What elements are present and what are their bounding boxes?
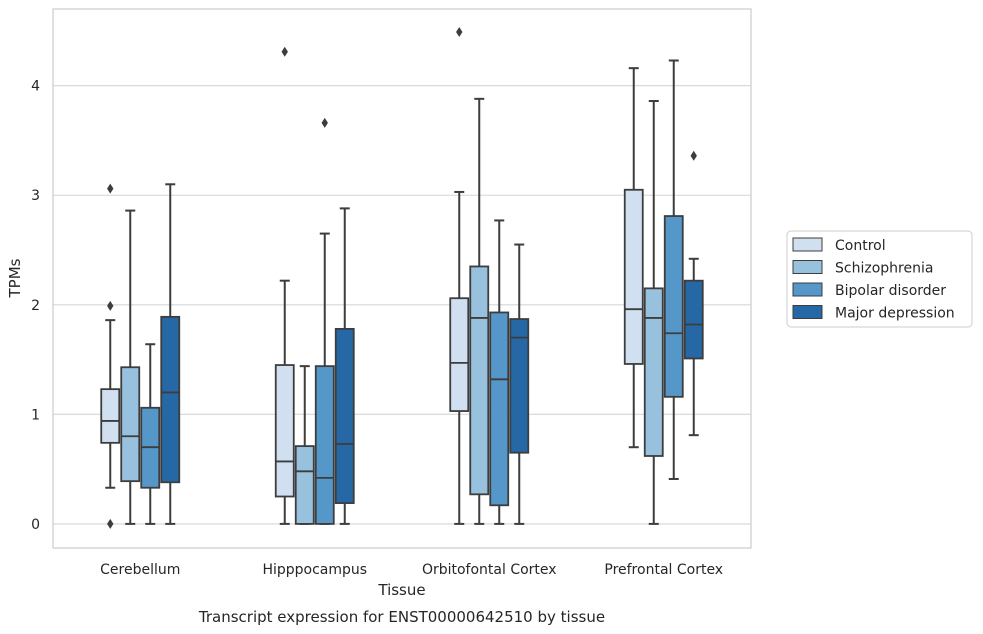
box-body	[314, 365, 335, 525]
outlier-point	[281, 46, 288, 57]
legend-swatch	[792, 305, 823, 319]
box	[509, 243, 530, 525]
box	[294, 365, 315, 525]
box	[663, 59, 684, 480]
outlier-point	[107, 518, 114, 529]
box-body	[334, 327, 355, 504]
box-body	[274, 364, 295, 498]
x-tick-label: Orbitofontal Cortex	[422, 562, 557, 578]
x-tick-label: Hipppocampus	[262, 562, 367, 578]
y-tick-label: 3	[31, 188, 40, 204]
box-body	[509, 318, 530, 454]
box-body	[663, 215, 684, 398]
box-body	[160, 315, 181, 484]
box-body	[294, 445, 315, 525]
x-axis-ticks: Cerebellum Hipppocampus Orbitofontal Corte…	[100, 562, 723, 578]
box	[683, 150, 704, 437]
legend-label: Major depression	[835, 306, 955, 322]
y-tick-label: 4	[31, 79, 40, 95]
box	[120, 209, 141, 525]
x-tick-label: Cerebellum	[100, 562, 180, 578]
box-body	[643, 287, 664, 457]
box	[160, 183, 181, 525]
box	[643, 100, 664, 525]
legend: Control Schizophrenia Bipolar disorder Majo…	[786, 230, 973, 328]
box	[623, 67, 644, 449]
box-body	[489, 311, 510, 507]
box	[100, 183, 121, 529]
outlier-point	[321, 117, 328, 128]
box	[469, 97, 490, 525]
box	[140, 343, 161, 525]
legend-label: Bipolar disorder	[835, 283, 946, 299]
legend-swatch	[792, 260, 823, 274]
box-body	[120, 366, 141, 483]
box-body	[100, 388, 121, 444]
legend-label: Schizophrenia	[835, 261, 933, 277]
chart-caption: Transcript expression for ENST0000064251…	[198, 608, 605, 626]
outlier-point	[107, 300, 114, 311]
box	[489, 219, 510, 525]
legend-swatch	[792, 237, 823, 252]
outlier-point	[456, 27, 463, 38]
outlier-point	[690, 150, 697, 161]
box	[334, 207, 355, 525]
box	[314, 117, 335, 525]
y-axis-ticks: 0 1 2 3 4	[31, 79, 40, 533]
y-axis-label: TPMs	[6, 258, 24, 298]
x-tick-label: Prefrontal Cortex	[604, 562, 723, 578]
y-tick-label: 1	[31, 407, 40, 423]
box-body	[449, 297, 470, 412]
box	[274, 46, 295, 525]
legend-frame	[786, 230, 973, 328]
y-tick-label: 2	[31, 298, 40, 314]
y-tick-label: 0	[31, 517, 40, 533]
x-axis-label: Tissue	[377, 581, 425, 599]
box-body	[469, 265, 490, 496]
boxes-layer	[100, 27, 704, 529]
outlier-point	[107, 183, 114, 194]
box-body	[683, 279, 704, 360]
legend-label: Control	[835, 238, 886, 254]
box-body	[623, 188, 644, 365]
box	[449, 27, 470, 525]
legend-swatch	[792, 282, 823, 297]
plot-frame	[52, 8, 752, 549]
